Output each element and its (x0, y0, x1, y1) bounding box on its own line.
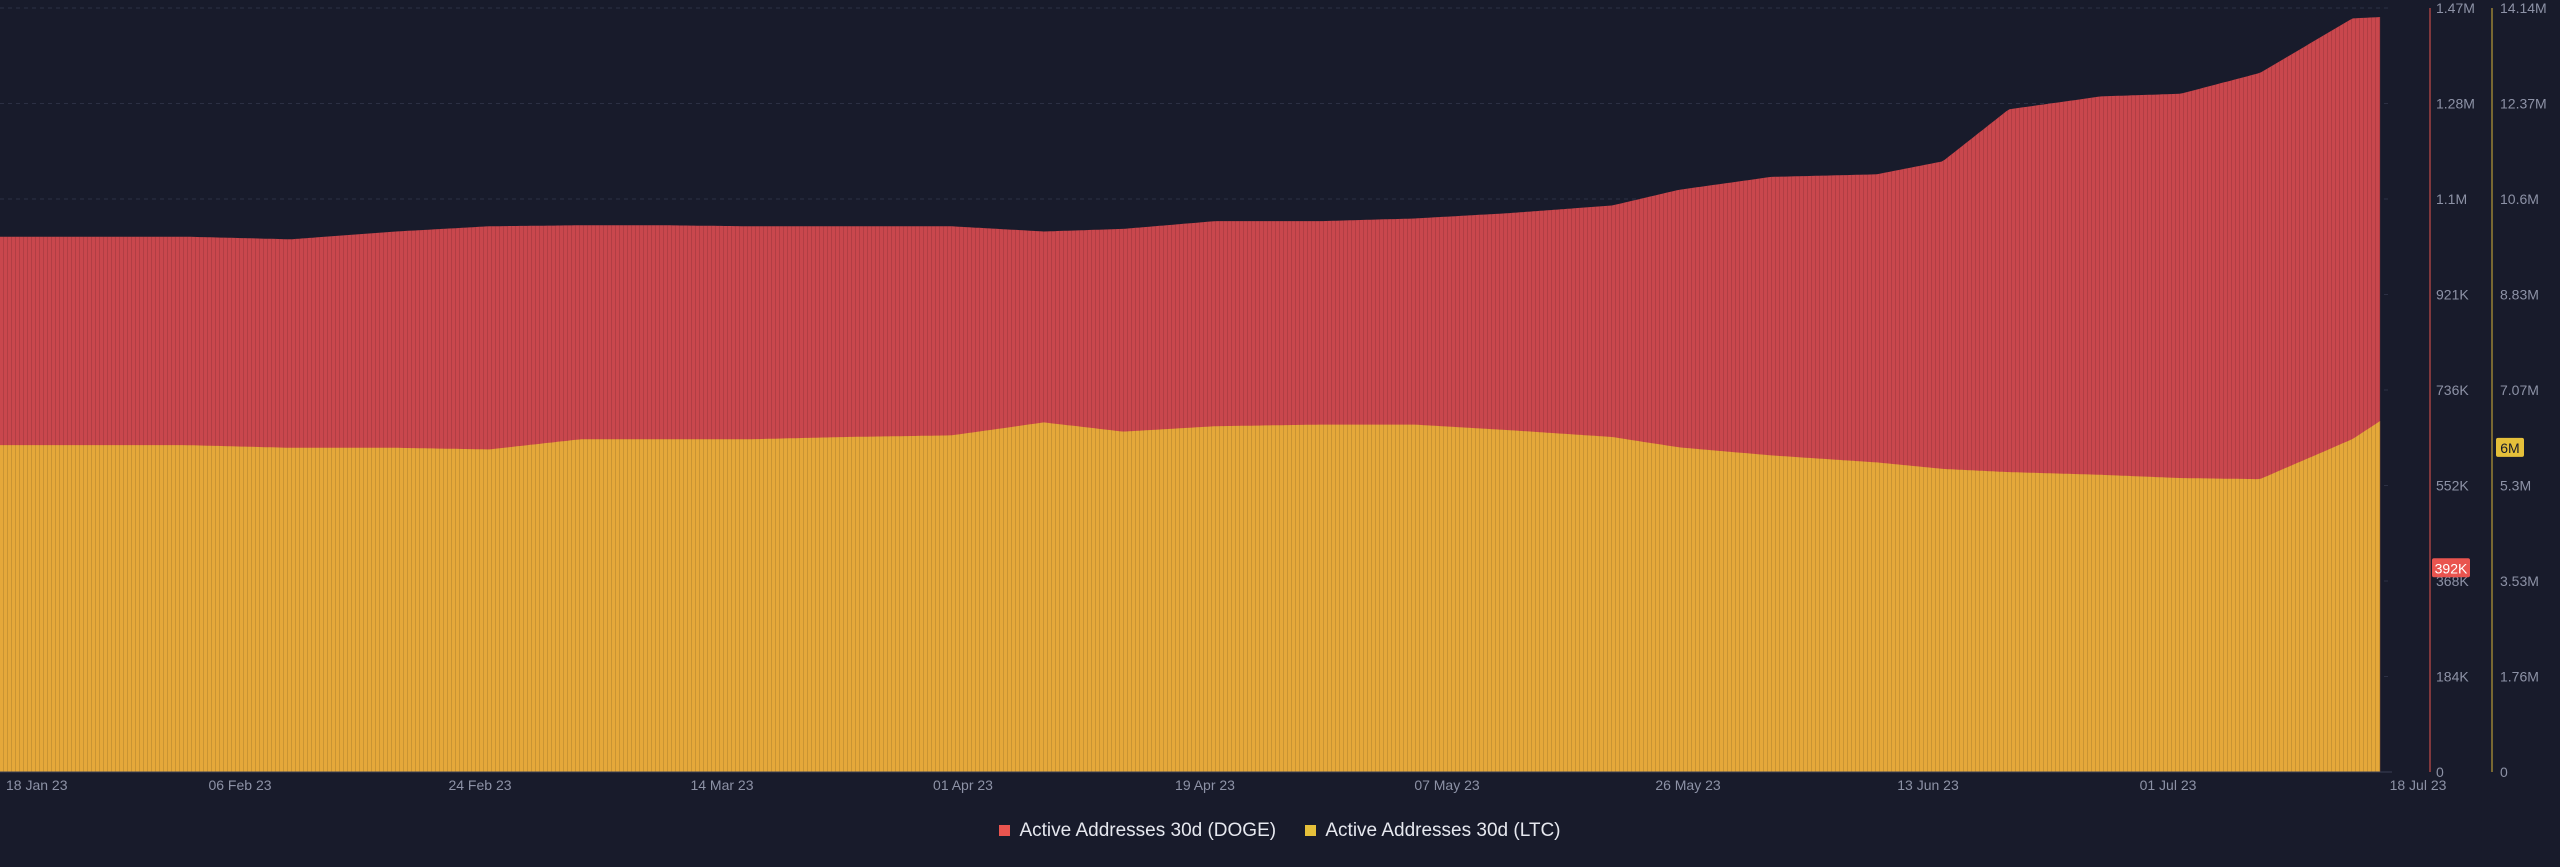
x-tick-label: 01 Apr 23 (933, 777, 993, 793)
right-axis-tick-label: 5.3M (2500, 478, 2531, 494)
left-axis-tick-label: 1.47M (2436, 0, 2475, 16)
right-axis-tick-label: 10.6M (2500, 191, 2539, 207)
doge-last-value-text: 392K (2435, 560, 2468, 576)
x-tick-label: 26 May 23 (1655, 777, 1721, 793)
x-tick-label: 14 Mar 23 (690, 777, 753, 793)
x-tick-label: 19 Apr 23 (1175, 777, 1235, 793)
ltc-last-value-text: 6M (2500, 440, 2519, 456)
axes (0, 8, 2493, 773)
x-tick-label: 13 Jun 23 (1897, 777, 1959, 793)
right-axis-tick-label: 12.37M (2500, 96, 2547, 112)
x-tick-label: 06 Feb 23 (208, 777, 271, 793)
legend-label-doge: Active Addresses 30d (DOGE) (1019, 820, 1277, 841)
legend-swatch-doge (999, 825, 1011, 837)
legend-label-ltc: Active Addresses 30d (LTC) (1325, 820, 1561, 841)
legend: Active Addresses 30d (DOGE) Active Addre… (0, 820, 2560, 842)
left-axis-tick-label: 1.28M (2436, 96, 2475, 112)
x-tick-label: 07 May 23 (1414, 777, 1480, 793)
left-axis-tick-label: 0 (2436, 764, 2444, 780)
value-badges: 392K 6M (2432, 437, 2524, 578)
left-axis-tick-label: 184K (2436, 669, 2469, 685)
right-axis-tick-label: 7.07M (2500, 382, 2539, 398)
doge-last-value-badge (2432, 558, 2470, 578)
x-tick-label: 24 Feb 23 (448, 777, 511, 793)
right-axis-tick-label: 14.14M (2500, 0, 2547, 16)
right-axis-tick-label: 8.83M (2500, 287, 2539, 303)
x-tick-label: 18 Jul 23 (2390, 777, 2447, 793)
legend-item-ltc[interactable]: Active Addresses 30d (LTC) (1305, 820, 1561, 842)
x-tick-label: 01 Jul 23 (2140, 777, 2197, 793)
left-axis-tick-label: 921K (2436, 287, 2469, 303)
right-axis-tick-label: 0 (2500, 764, 2508, 780)
series-layer (0, 17, 2381, 772)
x-axis-ticks: 18 Jan 23 06 Feb 23 24 Feb 23 14 Mar 23 01 A… (6, 777, 2447, 793)
legend-item-doge[interactable]: Active Addresses 30d (DOGE) (999, 820, 1276, 842)
right-axis-tick-label: 3.53M (2500, 573, 2539, 589)
left-axis-tick-label: 552K (2436, 478, 2469, 494)
x-tick-label: 18 Jan 23 (6, 777, 68, 793)
area-texture (0, 17, 2381, 772)
left-axis-tick-label: 1.1M (2436, 191, 2467, 207)
right-axis-ticks: 14.14M 12.37M 10.6M 8.83M 7.07M 5.3M 3.53M 1.76… (2500, 0, 2547, 780)
ltc-last-value-badge (2496, 437, 2524, 457)
left-axis-tick-label: 736K (2436, 382, 2469, 398)
right-axis-tick-label: 1.76M (2500, 669, 2539, 685)
legend-swatch-ltc (1305, 825, 1317, 837)
